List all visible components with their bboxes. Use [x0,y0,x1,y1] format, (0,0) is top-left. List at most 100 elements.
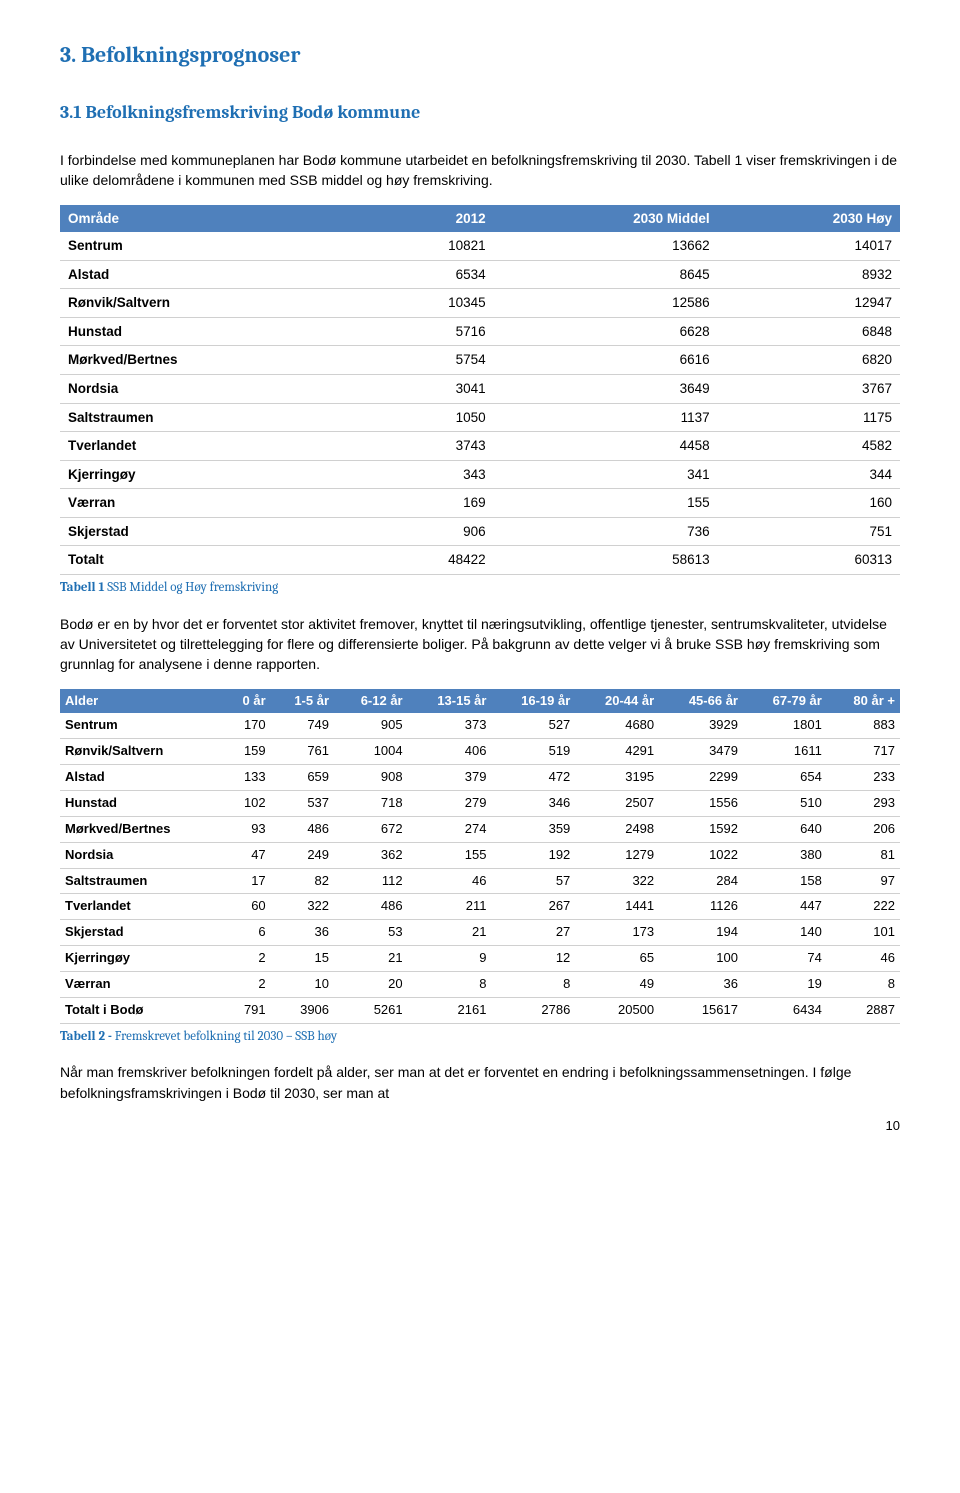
table-cell: Skjerstad [60,920,224,946]
table-cell: Kjerringøy [60,946,224,972]
table-1-ssb-fremskriving: Område20122030 Middel2030 Høy Sentrum108… [60,205,900,575]
table-row: Alstad13365990837947231952299654233 [60,765,900,791]
table-cell: 761 [271,739,334,765]
table-1-header-row: Område20122030 Middel2030 Høy [60,205,900,233]
table-cell: 21 [334,946,408,972]
table-header-cell: 2030 Middel [494,205,718,233]
table-row: Mørkved/Bertnes575466166820 [60,346,900,375]
caption-lead: Tabell 2 - [60,1029,115,1044]
table-cell: Totalt i Bodø [60,997,224,1023]
table-header-cell: 20-44 år [575,689,659,714]
table-cell: 293 [827,791,900,817]
table-cell: 46 [827,946,900,972]
table-cell: Tverlandet [60,894,224,920]
table-cell: 267 [491,894,575,920]
table-cell: Rønvik/Saltvern [60,289,364,318]
table-cell: 20 [334,971,408,997]
table-cell: 380 [743,842,827,868]
table-cell: 133 [224,765,271,791]
table-cell: 48422 [364,546,494,575]
table-cell: 3195 [575,765,659,791]
table-cell: 10 [271,971,334,997]
table-row: Tverlandet374344584582 [60,432,900,461]
heading-2: 3.1 Befolkningsfremskriving Bodø kommune [60,100,900,126]
table-header-cell: 13-15 år [408,689,492,714]
table-cell: 17 [224,868,271,894]
table-cell: 5716 [364,317,494,346]
table-cell: 1441 [575,894,659,920]
table-cell: 206 [827,816,900,842]
table-cell: 170 [224,713,271,738]
table-cell: 1592 [659,816,743,842]
table-cell: Alstad [60,260,364,289]
table-cell: 82 [271,868,334,894]
table-cell: Skjerstad [60,517,364,546]
table-cell: 472 [491,765,575,791]
table-cell: 1556 [659,791,743,817]
table-cell: 3767 [718,374,900,403]
table-cell: 274 [408,816,492,842]
table-cell: 12947 [718,289,900,318]
table-row: Saltstraumen1782112465732228415897 [60,868,900,894]
table-cell: 672 [334,816,408,842]
table-cell: Nordsia [60,842,224,868]
table-cell: 1004 [334,739,408,765]
table-cell: 194 [659,920,743,946]
table-row: Alstad653486458932 [60,260,900,289]
table-cell: 2299 [659,765,743,791]
table-cell: 373 [408,713,492,738]
table-cell: 279 [408,791,492,817]
table-cell: 510 [743,791,827,817]
table-cell: 93 [224,816,271,842]
table-cell: 3906 [271,997,334,1023]
table-cell: Sentrum [60,232,364,260]
table-cell: 6848 [718,317,900,346]
table-cell: 1279 [575,842,659,868]
table-cell: 9 [408,946,492,972]
table-cell: Hunstad [60,317,364,346]
table-cell: 5754 [364,346,494,375]
table-cell: 344 [718,460,900,489]
table-row: Nordsia304136493767 [60,374,900,403]
table-cell: Kjerringøy [60,460,364,489]
table-row: Hunstad571666286848 [60,317,900,346]
table-2-alder-fremskriving: Alder0 år1-5 år6-12 år13-15 år16-19 år20… [60,689,900,1024]
table-cell: 2161 [408,997,492,1023]
table-cell: 736 [494,517,718,546]
paragraph-mid: Bodø er en by hvor det er forventet stor… [60,614,900,675]
table-cell: 74 [743,946,827,972]
table-cell: 10345 [364,289,494,318]
table-cell: 659 [271,765,334,791]
table-cell: 8 [408,971,492,997]
table-row: Rønvik/Saltvern1597611004406519429134791… [60,739,900,765]
table-cell: 362 [334,842,408,868]
table-header-cell: 1-5 år [271,689,334,714]
table-cell: 233 [827,765,900,791]
table-cell: 13662 [494,232,718,260]
table-cell: 717 [827,739,900,765]
table-cell: 341 [494,460,718,489]
table-cell: 222 [827,894,900,920]
table-cell: 58613 [494,546,718,575]
table-cell: 15 [271,946,334,972]
table-cell: 3649 [494,374,718,403]
table-cell: 2887 [827,997,900,1023]
table-header-cell: 80 år + [827,689,900,714]
table-cell: 3929 [659,713,743,738]
caption-rest: SSB Middel og Høy fremskriving [107,580,278,595]
table-cell: 15617 [659,997,743,1023]
table-cell: Sentrum [60,713,224,738]
table-cell: 53 [334,920,408,946]
table-cell: 65 [575,946,659,972]
table-cell: 640 [743,816,827,842]
table-cell: 4680 [575,713,659,738]
table-cell: 173 [575,920,659,946]
table-row: Kjerringøy343341344 [60,460,900,489]
table-header-cell: 6-12 år [334,689,408,714]
table-cell: 905 [334,713,408,738]
table-cell: Værran [60,489,364,518]
table-header-cell: 16-19 år [491,689,575,714]
table-cell: 8932 [718,260,900,289]
table-cell: 155 [408,842,492,868]
table-cell: 906 [364,517,494,546]
